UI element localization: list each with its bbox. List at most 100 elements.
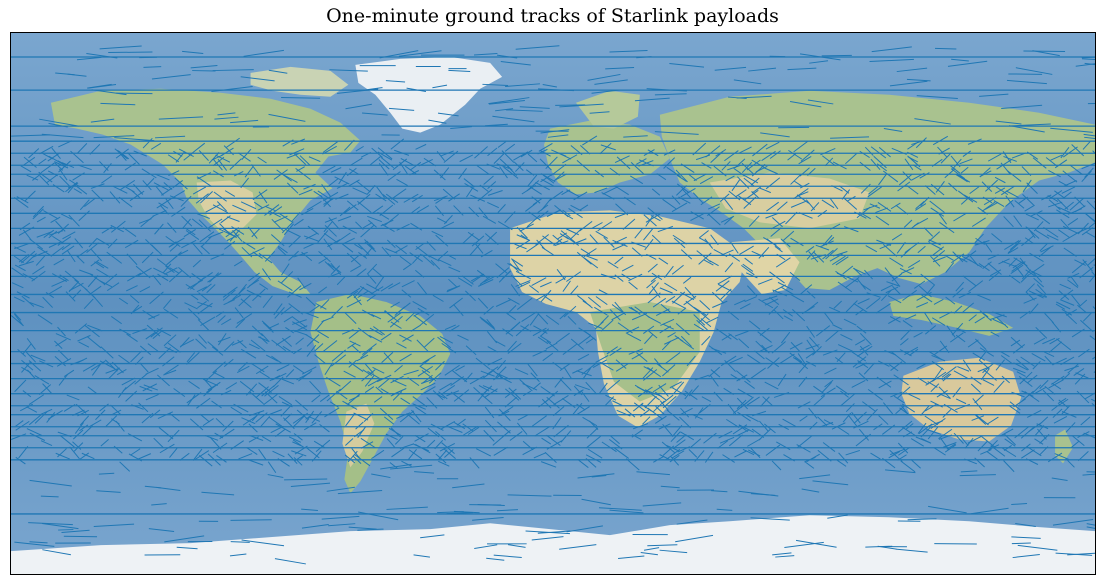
track-segment	[359, 285, 375, 295]
track-segment	[469, 243, 481, 256]
track-segment	[863, 362, 875, 375]
track-segment	[576, 159, 590, 172]
track-segment	[217, 158, 228, 171]
track-segment	[399, 353, 412, 362]
track-segment	[765, 212, 780, 219]
track-segment	[168, 170, 180, 177]
track-segment	[13, 296, 25, 303]
track-segment	[482, 83, 509, 87]
track-segment	[632, 423, 649, 430]
track-segment	[631, 241, 646, 248]
track-segment	[197, 302, 213, 315]
track-segment	[1052, 519, 1094, 526]
track-segment	[671, 195, 681, 205]
track-segment	[385, 80, 406, 83]
track-segment	[207, 341, 219, 352]
track-segment	[251, 411, 261, 422]
track-segment	[72, 429, 84, 440]
track-segment	[198, 455, 213, 467]
track-segment	[664, 337, 680, 345]
track-segment	[775, 555, 795, 558]
track-segment	[169, 190, 186, 200]
track-segment	[650, 274, 660, 283]
track-segment	[680, 431, 694, 441]
track-segment	[415, 246, 431, 258]
track-segment	[292, 321, 308, 331]
track-segment	[899, 338, 909, 346]
track-segment	[525, 202, 538, 212]
track-segment	[910, 172, 925, 181]
greenland	[355, 56, 503, 133]
track-segment	[952, 251, 964, 263]
track-segment	[118, 386, 127, 398]
track-segment	[670, 431, 681, 443]
track-segment	[96, 268, 111, 278]
track-segment	[57, 326, 66, 337]
track-segment	[930, 383, 940, 393]
track-segment	[453, 389, 470, 402]
track-segment	[751, 186, 762, 194]
track-segment	[327, 239, 341, 248]
track-segment	[585, 381, 597, 395]
track-segment	[730, 374, 741, 381]
track-segment	[162, 356, 175, 367]
track-segment	[927, 426, 939, 440]
track-segment	[728, 190, 741, 201]
track-segment	[964, 437, 974, 449]
track-segment	[58, 140, 73, 148]
track-segment	[458, 168, 467, 180]
track-segment	[679, 339, 695, 350]
track-segment	[348, 287, 361, 296]
track-segment	[14, 541, 55, 547]
track-segment	[847, 195, 856, 202]
track-segment	[623, 135, 648, 138]
track-segment	[992, 311, 1007, 318]
track-segment	[898, 420, 913, 433]
track-segment	[28, 148, 40, 159]
track-segment	[750, 367, 766, 379]
track-segment	[677, 446, 691, 453]
track-segment	[1009, 240, 1022, 250]
track-segment	[787, 67, 817, 71]
track-segment	[1071, 294, 1081, 307]
track-segment	[328, 523, 356, 527]
track-segment	[89, 143, 101, 155]
track-segment	[273, 215, 288, 223]
track-segment	[39, 145, 54, 155]
track-segment	[350, 265, 362, 273]
track-segment	[893, 395, 905, 404]
track-segment	[401, 289, 412, 298]
track-segment	[330, 262, 342, 276]
track-segment	[126, 253, 138, 266]
track-segment	[517, 414, 528, 421]
track-segment	[798, 212, 813, 219]
track-segment	[428, 119, 447, 124]
track-segment	[956, 327, 966, 334]
track-segment	[870, 158, 881, 171]
track-segment	[292, 319, 307, 325]
track-segment	[614, 301, 625, 314]
track-segment	[864, 146, 874, 156]
track-segment	[907, 156, 919, 163]
track-segment	[317, 230, 329, 243]
track-segment	[126, 333, 138, 342]
track-segment	[979, 167, 991, 178]
track-segment	[75, 403, 87, 414]
track-segment	[288, 235, 301, 248]
track-segment	[90, 118, 115, 123]
track-segment	[592, 359, 607, 368]
track-segment	[519, 223, 534, 232]
track-segment	[274, 558, 306, 565]
track-segment	[968, 280, 984, 293]
track-segment	[642, 416, 651, 425]
track-segment	[203, 388, 213, 397]
track-segment	[240, 298, 252, 308]
track-segment	[589, 111, 610, 114]
track-segment	[875, 215, 890, 226]
track-segment	[88, 238, 98, 248]
track-segment	[820, 148, 836, 156]
track-segment	[383, 310, 400, 323]
track-segment	[280, 404, 292, 417]
track-segment	[391, 447, 405, 458]
track-segment	[94, 261, 105, 269]
